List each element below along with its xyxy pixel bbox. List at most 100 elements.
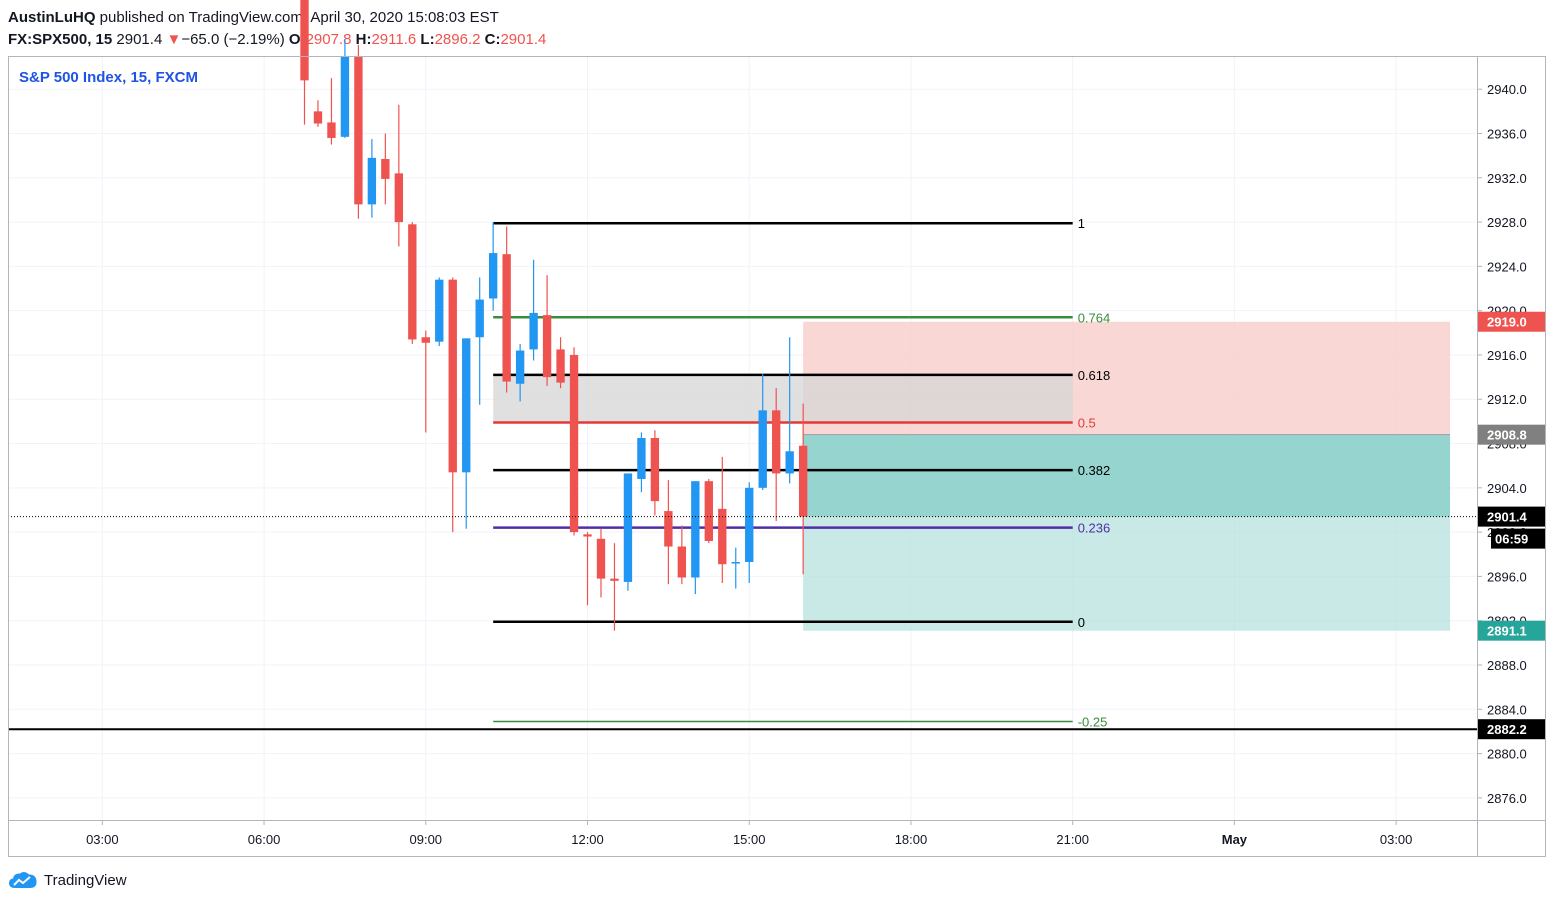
- symbol-line: FX:SPX500, 15 2901.4 ▼−65.0 (−2.19%) O:2…: [8, 30, 546, 50]
- candle-up: [529, 259, 538, 361]
- open-profit-zone: [803, 434, 1451, 517]
- candle-down: [798, 403, 808, 575]
- price-label-bg: [1478, 311, 1545, 332]
- time-tick-label: 06:00: [248, 832, 281, 847]
- candle-body: [408, 224, 417, 340]
- candle-body: [300, 0, 309, 81]
- close-value: 2901.4: [500, 31, 547, 48]
- candle-body: [731, 562, 740, 564]
- symbol-name: FX:SPX500, 15: [8, 31, 113, 48]
- candle-body: [542, 315, 552, 378]
- price-label-bg: [1478, 719, 1545, 740]
- low-label: L:: [420, 31, 435, 48]
- legend-title: S&P 500 Index, 15, FXCM: [19, 69, 198, 86]
- candle-up: [785, 337, 794, 484]
- candle-body: [462, 338, 471, 473]
- time-tick-label: 09:00: [410, 832, 443, 847]
- position-tool[interactable]: [803, 321, 1451, 631]
- branding-text: TradingView: [44, 871, 127, 889]
- fib-zone-0618-05: [493, 374, 1073, 423]
- price-tick-label: 2884.0: [1487, 702, 1527, 717]
- price-label-bg: [1478, 620, 1545, 641]
- candle-down: [421, 330, 430, 433]
- bar-countdown: 06:59: [1495, 532, 1528, 547]
- fib-level-label: 0.5: [1078, 415, 1096, 430]
- candle-body: [569, 354, 579, 533]
- candle-down: [583, 532, 592, 606]
- fib-level-label: 0.382: [1078, 463, 1111, 478]
- candle-body: [435, 279, 444, 342]
- candle-body: [448, 279, 457, 473]
- time-tick-label: 03:00: [1380, 832, 1413, 847]
- high-label: H:: [355, 31, 372, 48]
- time-axis[interactable]: 03:00 06:00 09:00 12:00 15:00 18:00 21:00 May 03…: [86, 820, 1412, 847]
- price-tick-label: 2932.0: [1487, 171, 1527, 186]
- price-label: 2882.2: [1487, 722, 1527, 737]
- price-axis[interactable]: 2876.02880.02884.02888.02892.02896.02900…: [1477, 57, 1545, 820]
- time-tick-label: 18:00: [895, 832, 928, 847]
- candle-body: [718, 508, 727, 565]
- candle-body: [327, 122, 336, 138]
- candle-down: [556, 337, 565, 389]
- candle-body: [798, 445, 808, 517]
- tradingview-cloud-icon: [9, 871, 37, 888]
- candle-body: [691, 481, 700, 578]
- candle-body: [502, 254, 511, 382]
- candle-body: [772, 410, 781, 474]
- fib-level-label: 1: [1078, 216, 1085, 231]
- time-tick-label: 21:00: [1056, 832, 1089, 847]
- candle-down: [448, 277, 457, 533]
- outer-border: [8, 56, 1546, 857]
- candle-body: [421, 337, 430, 343]
- fib-level-label: 0.618: [1078, 368, 1111, 383]
- fib-level-label: 0: [1078, 615, 1085, 630]
- candle-down: [394, 104, 404, 247]
- candle-up: [435, 277, 444, 347]
- candle-down: [300, 0, 309, 125]
- candle-down: [677, 525, 687, 585]
- candle-body: [381, 158, 390, 179]
- candle-down: [596, 528, 606, 598]
- candle-down: [354, 44, 363, 219]
- candle-down: [718, 456, 727, 584]
- price-tick-label: 2876.0: [1487, 791, 1527, 806]
- candle-up: [623, 473, 633, 591]
- candle-up: [515, 343, 525, 402]
- candle-body: [367, 157, 377, 205]
- candle-up: [462, 338, 471, 529]
- open-value: 2907.8: [305, 31, 352, 48]
- down-arrow-icon: ▼: [166, 31, 182, 48]
- tradingview-logo[interactable]: TradingView: [8, 868, 127, 892]
- time-tick-label: 12:00: [571, 832, 604, 847]
- candle-body: [313, 111, 323, 124]
- publish-line: AustinLuHQ published on TradingView.com,…: [8, 8, 499, 28]
- author-name[interactable]: AustinLuHQ: [8, 9, 96, 26]
- candle-up: [637, 432, 646, 493]
- candle-body: [583, 534, 592, 537]
- candle-body: [596, 538, 606, 579]
- fibonacci-retracement[interactable]: 1 0.764 0.618 0.5 0.382 0.236 0 -0.25: [493, 216, 1110, 729]
- candle-down: [408, 222, 417, 344]
- candle-up: [691, 481, 700, 595]
- candle-down: [650, 430, 660, 516]
- candle-up: [745, 482, 754, 584]
- candle-body: [637, 438, 646, 479]
- price-label: 2891.1: [1487, 624, 1527, 639]
- candle-down: [542, 275, 552, 386]
- candle-body: [610, 578, 619, 581]
- price-change: −65.0 (−2.19%): [181, 31, 285, 48]
- candle-body: [529, 312, 538, 350]
- candle-body: [475, 299, 484, 338]
- candle-body: [623, 473, 633, 582]
- candle-down: [502, 226, 511, 393]
- close-label: C:: [484, 31, 501, 48]
- candle-body: [677, 546, 687, 578]
- fib-level-label: -0.25: [1078, 714, 1108, 729]
- price-label-bg: [1478, 506, 1545, 527]
- price-tick-label: 2924.0: [1487, 259, 1527, 274]
- fib-level-label: 0.764: [1078, 310, 1111, 325]
- candles: [300, 0, 808, 631]
- candle-body: [340, 56, 350, 137]
- last-price: 2901.4: [116, 31, 163, 48]
